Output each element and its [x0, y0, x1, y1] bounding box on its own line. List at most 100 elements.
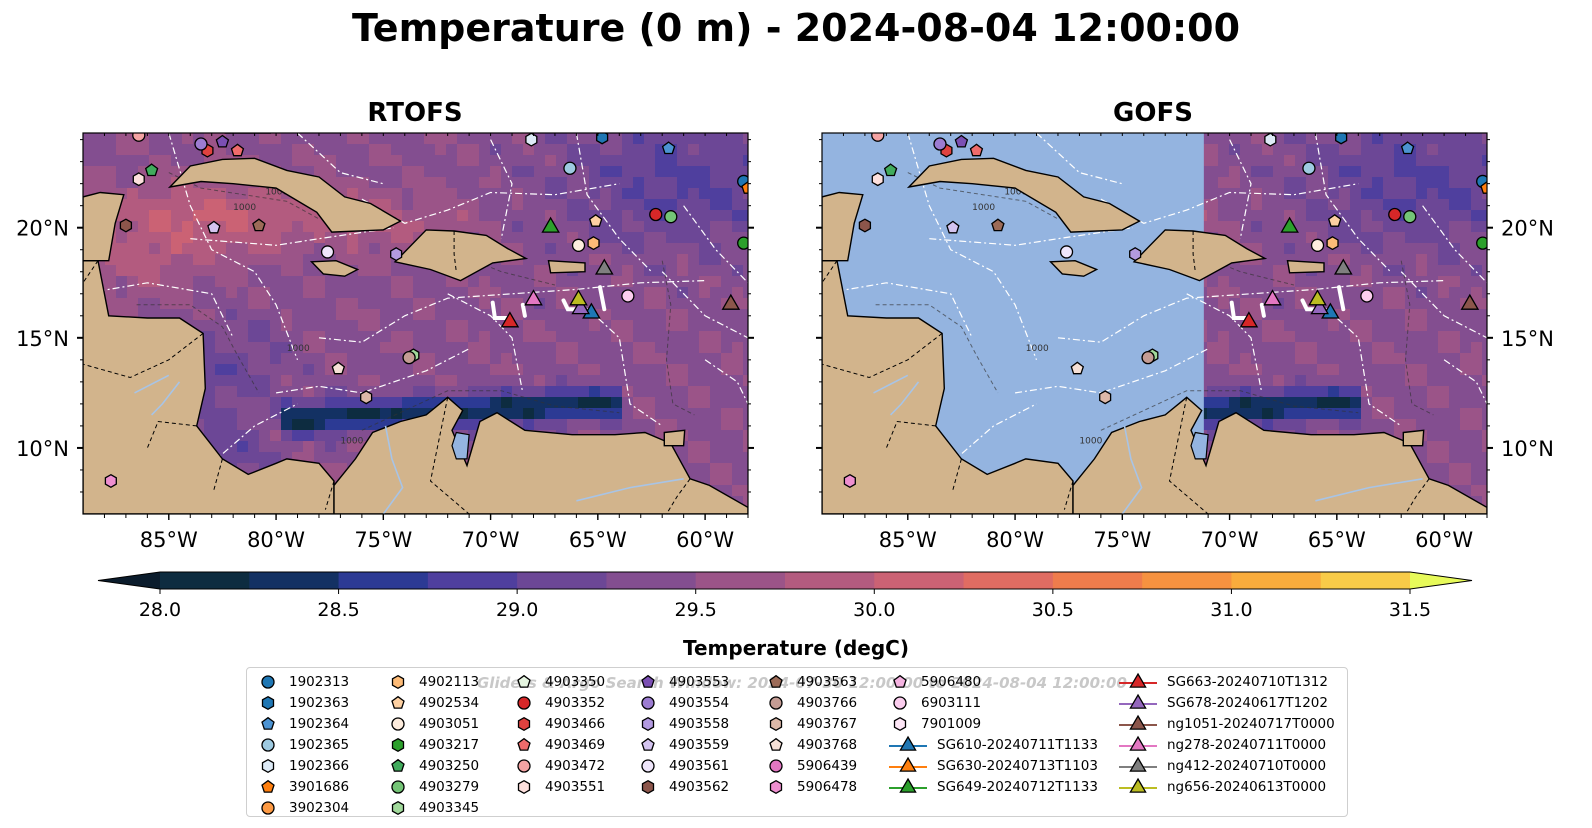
temperature-cell [644, 342, 656, 354]
eez-line [318, 280, 706, 343]
temperature-cell [556, 221, 568, 233]
temperature-cell [116, 254, 128, 266]
temperature-cell [435, 320, 447, 332]
temperature-cell [446, 386, 458, 398]
temperature-cell [303, 441, 315, 453]
temperature-cell [1284, 419, 1296, 431]
temperature-cell [534, 254, 546, 266]
temperature-cell [226, 243, 238, 255]
temperature-cell [204, 364, 216, 376]
temperature-cell [237, 353, 249, 365]
temperature-cell [391, 309, 403, 321]
temperature-cell [248, 243, 260, 255]
temperature-cell [1438, 166, 1450, 178]
temperature-cell [611, 243, 623, 255]
temperature-cell [1449, 166, 1461, 178]
temperature-cell [1460, 144, 1472, 156]
temperature-cell [358, 309, 370, 321]
river [576, 478, 684, 502]
temperature-cell [281, 232, 293, 244]
colorbar-segment [1052, 572, 1143, 589]
temperature-cell [523, 265, 535, 277]
temperature-cell [204, 133, 216, 145]
border-line [1063, 480, 1074, 510]
temperature-cell [369, 188, 381, 200]
temperature-cell [688, 375, 700, 387]
colorbar-segment [606, 572, 697, 589]
legend-item: 4903558 [635, 713, 729, 734]
temperature-cell [721, 320, 733, 332]
temperature-cell [600, 232, 612, 244]
temperature-cell [138, 155, 150, 167]
temperature-cell [248, 254, 260, 266]
temperature-cell [1383, 342, 1395, 354]
temperature-cell [1383, 419, 1395, 431]
temperature-cell [1482, 155, 1487, 167]
temperature-cell [721, 221, 733, 233]
triangle-marker [721, 293, 741, 310]
temperature-cell [325, 287, 337, 299]
temperature-cell [325, 276, 337, 288]
river [151, 381, 181, 416]
temperature-cell [1405, 408, 1417, 420]
temperature-cell [457, 386, 469, 398]
temperature-cell [215, 441, 227, 453]
temperature-cell [655, 397, 667, 409]
temperature-cell [710, 298, 722, 310]
temperature-cell [655, 408, 667, 420]
temperature-cell [182, 254, 194, 266]
temperature-cell [710, 375, 722, 387]
temperature-cell [336, 430, 348, 442]
temperature-cell [1218, 265, 1230, 277]
temperature-cell [578, 408, 590, 420]
temperature-cell [1251, 287, 1263, 299]
temperature-cell [116, 166, 128, 178]
temperature-cell [534, 144, 546, 156]
temperature-cell [1317, 188, 1329, 200]
temperature-cell [347, 232, 359, 244]
temperature-cell [655, 243, 667, 255]
temperature-cell [457, 298, 469, 310]
temperature-cell [589, 287, 601, 299]
temperature-cell [567, 342, 579, 354]
temperature-cell [325, 232, 337, 244]
temperature-cell [699, 463, 711, 475]
colorbar-over-arrow [1410, 572, 1472, 589]
temperature-cell [369, 254, 381, 266]
temperature-cell [1218, 331, 1230, 343]
temperature-cell [1350, 397, 1362, 409]
border-line [146, 420, 197, 449]
temperature-cell [567, 254, 579, 266]
temperature-cell [710, 441, 722, 453]
temperature-cell [435, 309, 447, 321]
temperature-cell [655, 287, 667, 299]
temperature-cell [490, 232, 502, 244]
temperature-cell [743, 166, 748, 178]
temperature-cell [248, 342, 260, 354]
temperature-cell [688, 210, 700, 222]
temperature-cell [237, 309, 249, 321]
legend-pentagon-marker [261, 779, 275, 793]
temperature-cell [1471, 199, 1483, 211]
temperature-cell [523, 408, 535, 420]
temperature-cell [1295, 287, 1307, 299]
temperature-cell [1482, 309, 1487, 321]
temperature-cell [1427, 397, 1439, 409]
temperature-cell [468, 276, 480, 288]
circle-marker [737, 236, 748, 250]
temperature-cell [1251, 155, 1263, 167]
temperature-cell [1438, 364, 1450, 376]
temperature-cell [1273, 408, 1285, 420]
temperature-cell [589, 155, 601, 167]
temperature-cell [545, 386, 557, 398]
border-line [1405, 478, 1430, 514]
temperature-cell [1328, 133, 1340, 145]
temperature-cell [1449, 342, 1461, 354]
temperature-cell [226, 441, 238, 453]
colorbar: 28.0 28.5 29.0 29.5 30.0 30.5 31.0 31.5 [97, 571, 1473, 621]
temperature-cell [402, 133, 414, 145]
temperature-cell [1207, 276, 1219, 288]
temperature-cell [666, 331, 678, 343]
legend-marker [261, 779, 275, 793]
temperature-cell [380, 375, 392, 387]
